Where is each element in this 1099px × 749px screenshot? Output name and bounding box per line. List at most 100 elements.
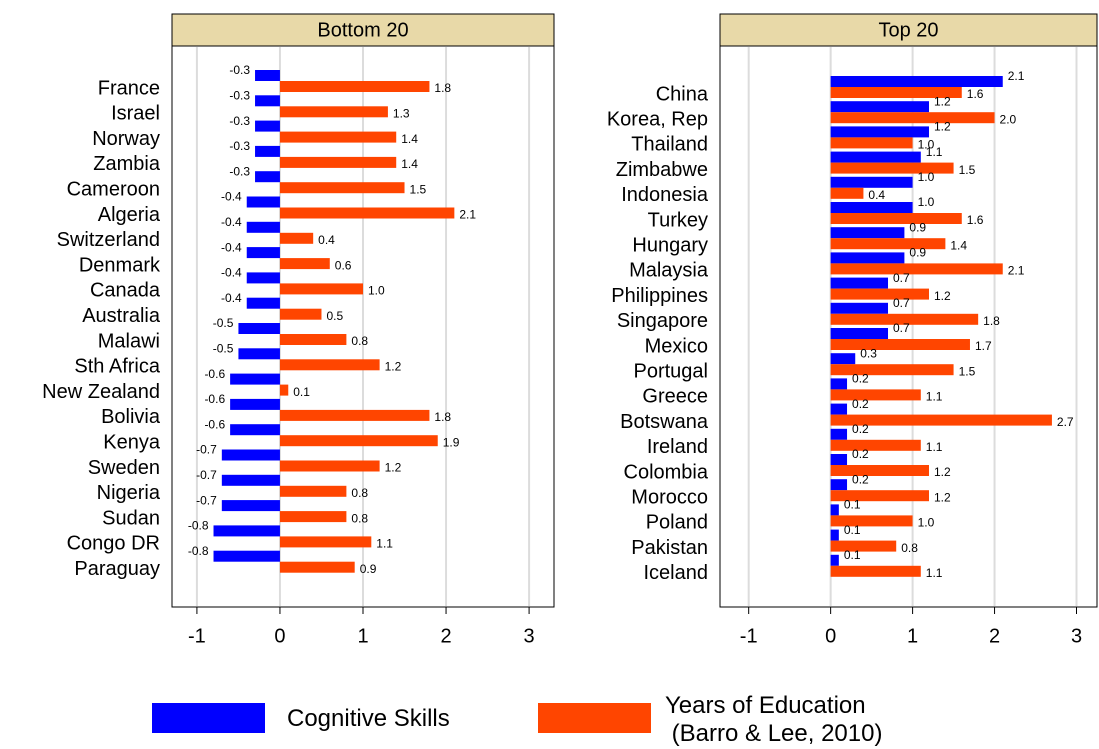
x-tick-label: 2: [989, 625, 1000, 647]
value-label: 0.2: [852, 472, 869, 486]
value-label: 0.7: [893, 271, 910, 285]
bar: [279, 536, 372, 548]
bar: [246, 272, 280, 284]
bar: [830, 151, 921, 163]
bar: [279, 435, 438, 447]
value-label: 1.8: [983, 314, 1000, 328]
bar: [279, 182, 405, 194]
value-label: -0.8: [188, 519, 209, 533]
bar: [255, 145, 280, 157]
bar: [279, 106, 388, 118]
bar: [279, 460, 380, 472]
value-label: 1.6: [967, 213, 984, 227]
bar: [830, 288, 929, 300]
value-label: 0.2: [852, 397, 869, 411]
y-tick-label: Turkey: [648, 209, 708, 231]
bar: [238, 323, 280, 334]
bar: [830, 112, 995, 124]
bar: [246, 196, 280, 208]
value-label: 2.1: [1008, 264, 1025, 278]
bar: [830, 515, 913, 527]
value-label: 1.2: [385, 359, 402, 373]
y-tick-label: Denmark: [79, 254, 161, 276]
bar: [279, 232, 314, 244]
y-tick-label: Zambia: [93, 153, 161, 175]
value-label: 0.2: [852, 447, 869, 461]
bar: [279, 409, 430, 421]
value-label: -0.3: [229, 139, 250, 153]
bar: [255, 120, 280, 132]
y-tick-label: Singapore: [617, 310, 708, 332]
value-label: 1.1: [926, 440, 943, 454]
value-label: 0.1: [844, 523, 861, 537]
value-label: 1.0: [918, 195, 935, 209]
value-label: 1.1: [926, 566, 943, 580]
y-tick-label: Sudan: [102, 507, 160, 529]
value-label: -0.3: [229, 114, 250, 128]
bar: [830, 479, 848, 491]
y-tick-label: Malawi: [98, 330, 160, 352]
value-label: 1.0: [368, 284, 385, 298]
bar: [830, 403, 848, 415]
bar: [255, 95, 280, 107]
value-label: 2.0: [1000, 112, 1017, 126]
bar: [221, 449, 280, 461]
value-label: -0.7: [196, 493, 217, 507]
bar: [279, 485, 347, 497]
bar: [830, 187, 864, 199]
value-label: 0.4: [318, 233, 335, 247]
bar: [246, 221, 280, 233]
value-label: 1.4: [950, 238, 967, 252]
bar: [230, 373, 280, 385]
value-label: 1.5: [410, 182, 427, 196]
value-label: -0.3: [229, 88, 250, 102]
bar: [279, 359, 380, 371]
y-tick-label: Congo DR: [67, 533, 160, 555]
y-tick-label: Norway: [92, 128, 160, 150]
y-tick-label: Israel: [111, 103, 160, 125]
legend-swatch: [152, 703, 265, 733]
bar: [830, 263, 1003, 275]
bar: [279, 308, 322, 320]
bar: [830, 378, 848, 390]
value-label: 1.0: [918, 138, 935, 152]
bar: [830, 137, 913, 149]
bar: [279, 334, 347, 345]
bar: [279, 207, 455, 219]
bar: [830, 302, 889, 314]
bar: [221, 500, 280, 512]
x-tick-label: 1: [357, 625, 368, 647]
value-label: 1.1: [926, 390, 943, 404]
bar: [830, 162, 954, 174]
bar: [830, 252, 905, 264]
strip: [171, 13, 555, 47]
y-tick-label: Korea, Rep: [607, 108, 708, 130]
y-tick-label: Sweden: [88, 457, 160, 479]
y-tick-label: Greece: [642, 386, 708, 408]
value-label: 0.5: [326, 309, 343, 323]
bar: [830, 364, 954, 376]
value-label: 0.7: [893, 321, 910, 335]
bar: [830, 554, 839, 566]
x-tick-label: -1: [740, 625, 758, 647]
bar: [830, 339, 970, 350]
bar: [830, 126, 929, 138]
value-label: 1.4: [401, 157, 418, 171]
y-tick-label: Switzerland: [57, 229, 160, 251]
value-label: -0.7: [196, 468, 217, 482]
bar: [830, 389, 921, 401]
value-label: 0.8: [351, 486, 368, 500]
value-label: 1.8: [434, 81, 451, 95]
bar: [830, 414, 1052, 426]
bar: [830, 87, 962, 98]
x-tick-label: 3: [1071, 625, 1082, 647]
value-label: 1.0: [918, 170, 935, 184]
y-tick-label: Poland: [646, 512, 708, 534]
bar: [279, 258, 330, 270]
value-label: 2.1: [1008, 69, 1025, 83]
y-tick-label: Algeria: [98, 204, 161, 226]
value-label: 0.9: [909, 220, 926, 234]
value-label: 0.2: [852, 372, 869, 386]
y-tick-label: Paraguay: [74, 558, 160, 580]
